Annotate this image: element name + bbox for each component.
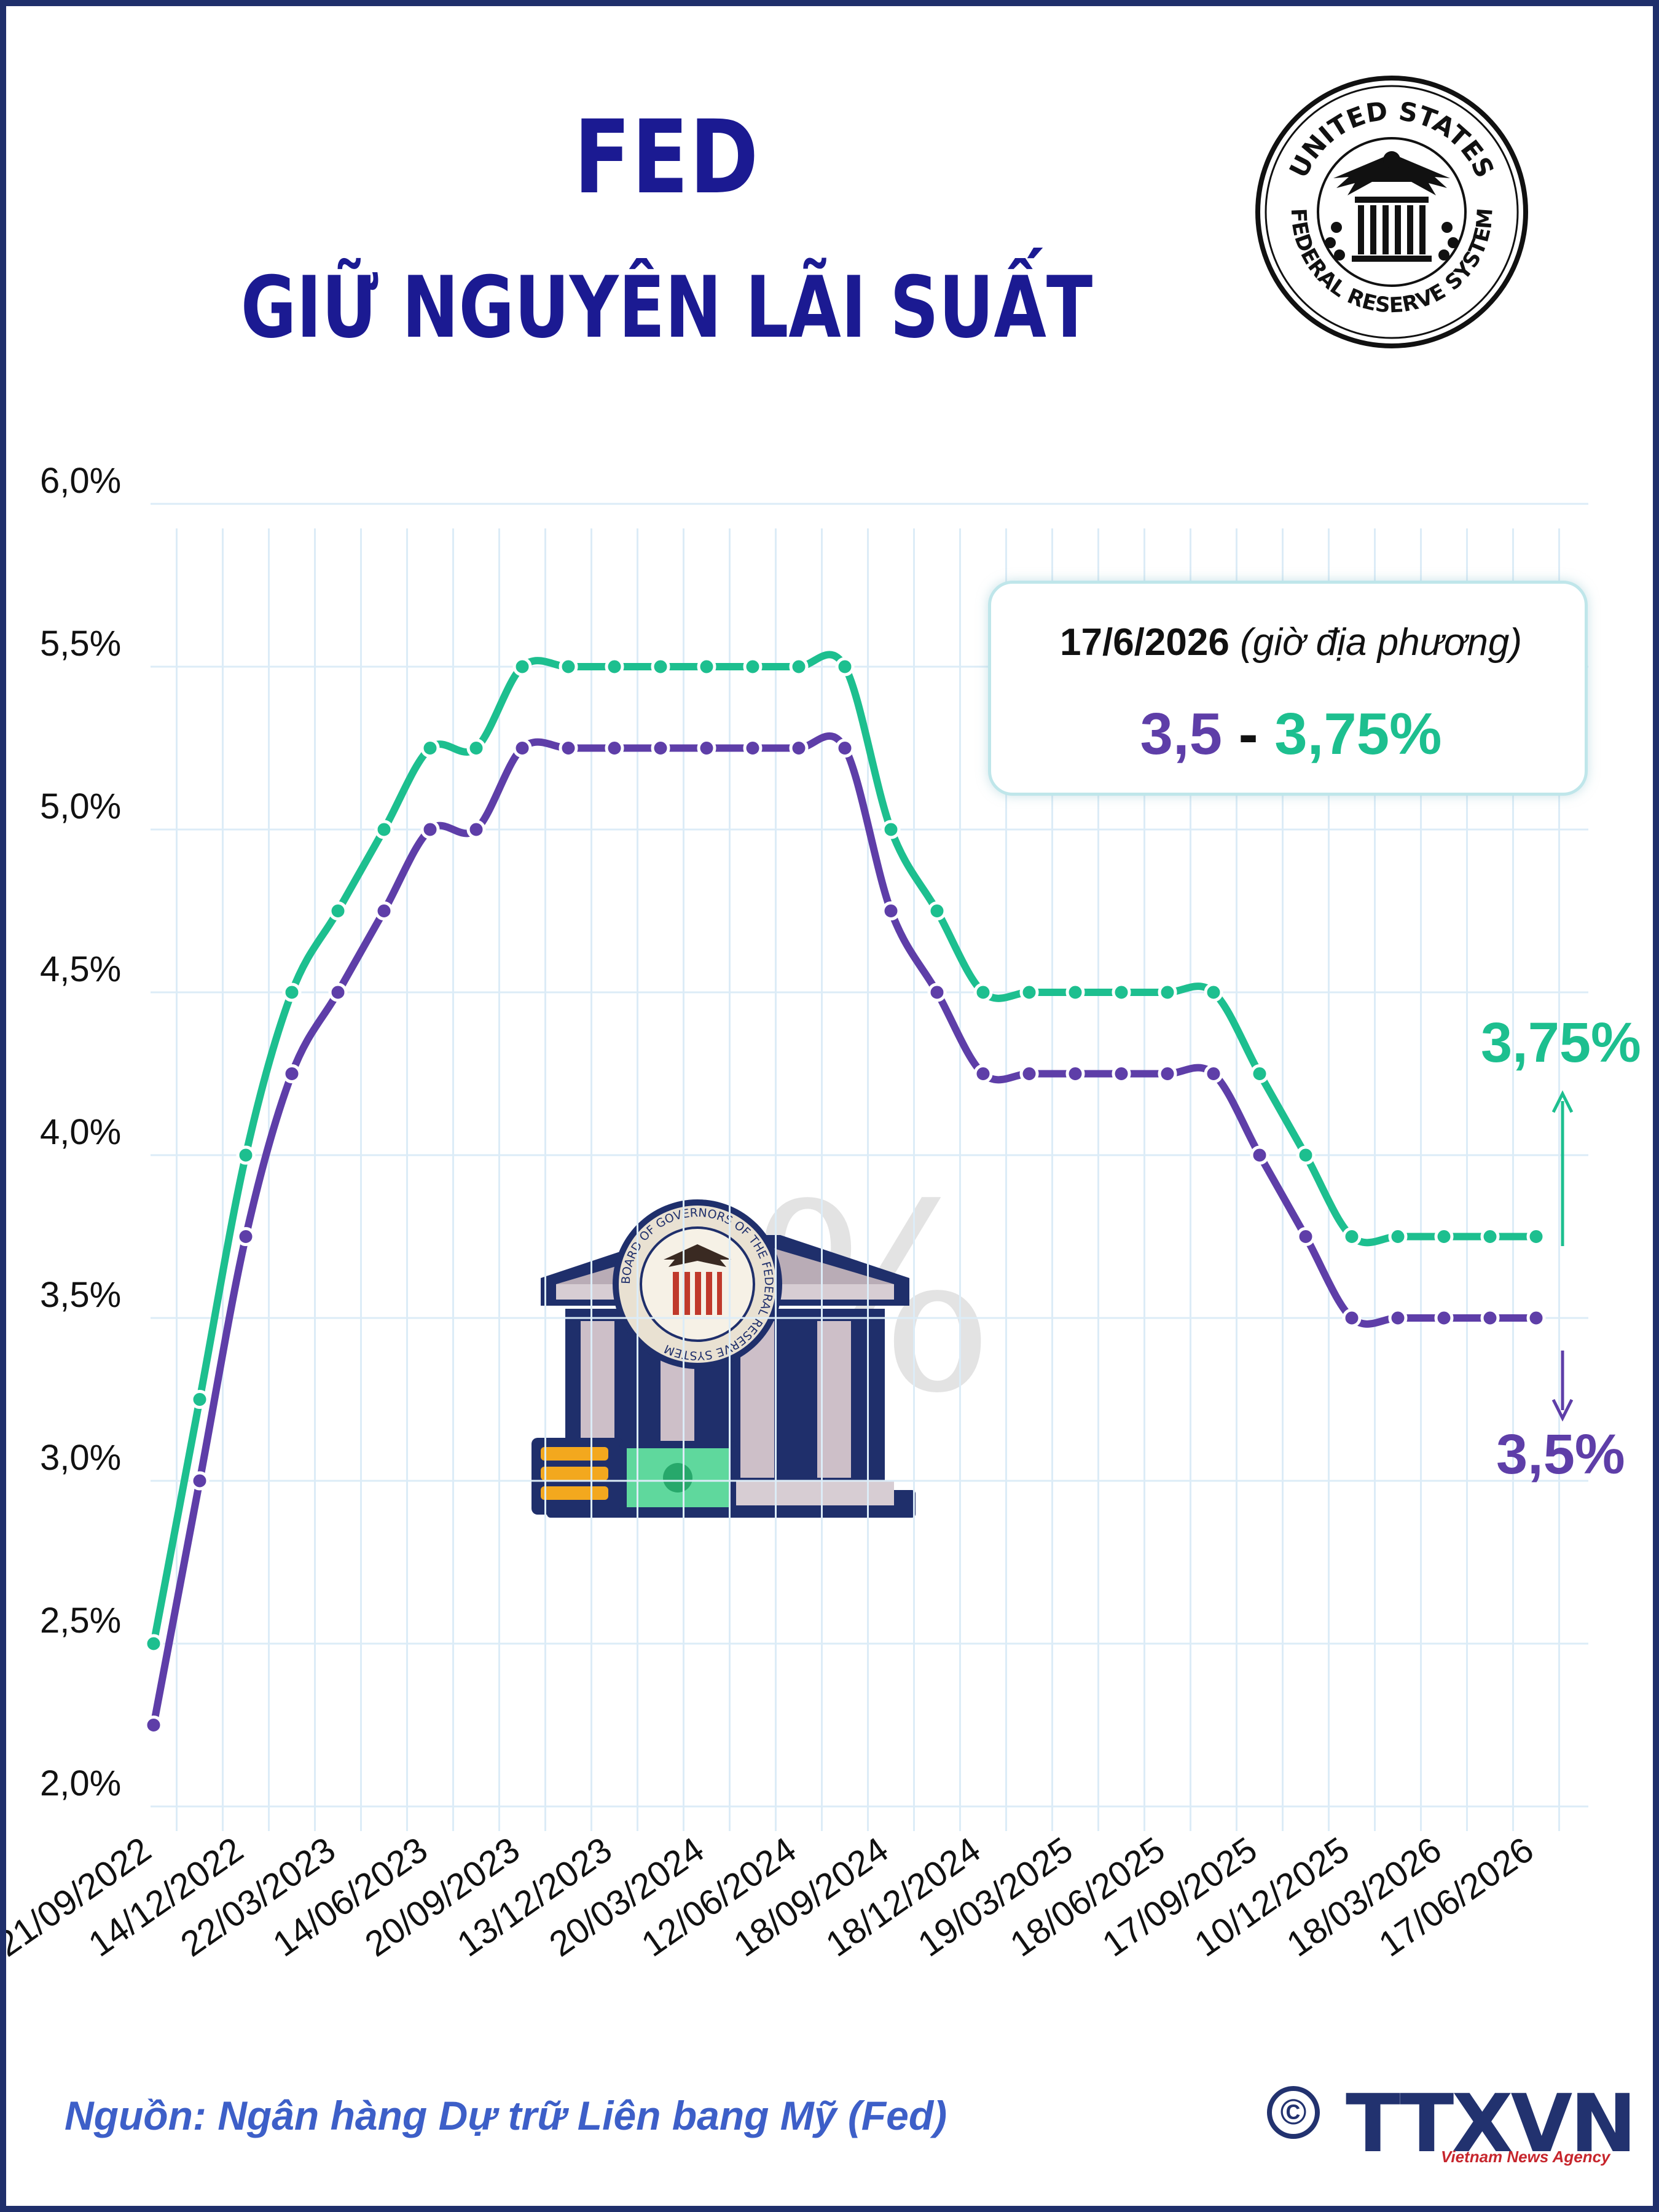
data-point: [835, 739, 855, 758]
data-point: [605, 657, 624, 677]
data-point: [743, 739, 763, 758]
up-arrow-icon: [1551, 1090, 1574, 1113]
data-point: [881, 820, 901, 839]
data-point: [1480, 1227, 1500, 1246]
data-point: [1342, 1308, 1362, 1328]
data-point: [190, 1390, 210, 1409]
annotation-arrows: [1551, 1090, 1574, 1422]
data-point: [466, 739, 486, 758]
data-point: [927, 901, 947, 920]
data-point: [190, 1471, 210, 1491]
y-tick-label: 6,0%: [40, 461, 121, 501]
data-point: [789, 739, 809, 758]
data-point: [789, 657, 809, 677]
current-rate-low: 3,5: [1140, 701, 1222, 767]
data-point: [1388, 1227, 1408, 1246]
data-point: [835, 657, 855, 677]
data-point: [1019, 1064, 1039, 1083]
down-arrow-icon: [1551, 1398, 1574, 1422]
data-point: [466, 820, 486, 839]
ttxvn-logo: TTXVN: [1346, 2077, 1637, 2170]
data-point: [605, 739, 624, 758]
data-point: [559, 739, 578, 758]
data-point: [282, 1064, 302, 1083]
data-point: [1019, 982, 1039, 1002]
data-point: [1112, 982, 1131, 1002]
data-point: [236, 1145, 256, 1165]
x-axis: 21/09/202214/12/202222/03/202314/06/2023…: [6, 1829, 1540, 1964]
ttxvn-logo-subtitle: Vietnam News Agency: [1441, 2147, 1610, 2166]
data-point: [420, 820, 440, 839]
source-note: Nguồn: Ngân hàng Dự trữ Liên bang Mỹ (Fe…: [65, 2093, 947, 2138]
data-point: [1342, 1227, 1362, 1246]
data-point: [651, 657, 670, 677]
data-point: [144, 1634, 163, 1653]
data-point: [328, 901, 348, 920]
y-tick-label: 3,0%: [40, 1438, 121, 1478]
data-point: [651, 739, 670, 758]
y-axis: 2,0% 2,5% 3,0% 3,5% 4,0% 4,5% 5,0% 5,5% 6,0%: [40, 461, 121, 1803]
data-point: [1480, 1308, 1500, 1328]
page-subtitle: GIỮ NGUYÊN LÃI SUẤT: [240, 258, 1093, 357]
data-point: [973, 982, 993, 1002]
chart-series: [144, 651, 1546, 1735]
y-tick-label: 3,5%: [40, 1275, 121, 1315]
current-rate-high: 3,75%: [1274, 701, 1442, 767]
data-point: [236, 1227, 256, 1246]
y-tick-label: 2,5%: [40, 1601, 121, 1641]
y-tick-label: 4,5%: [40, 949, 121, 989]
data-point: [1112, 1064, 1131, 1083]
data-point: [1250, 1145, 1269, 1165]
data-point: [420, 739, 440, 758]
data-point: [881, 901, 901, 920]
y-tick-label: 4,0%: [40, 1112, 121, 1152]
data-point: [1388, 1308, 1408, 1328]
data-point: [973, 1064, 993, 1083]
data-point: [927, 982, 947, 1002]
y-tick-label: 5,0%: [40, 786, 121, 826]
lower-bound-label: 3,5%: [1496, 1423, 1625, 1486]
data-point: [1526, 1308, 1546, 1328]
data-point: [1204, 982, 1223, 1002]
upper-bound-label: 3,75%: [1481, 1011, 1641, 1074]
data-point: [1158, 982, 1177, 1002]
data-point: [697, 739, 716, 758]
data-point: [512, 739, 532, 758]
data-point: [1250, 1064, 1269, 1083]
data-point: [1434, 1227, 1454, 1246]
current-rate-separator: -: [1238, 701, 1258, 767]
current-rate-range: 3,5 - 3,75%: [991, 700, 1591, 768]
current-rate-box: 17/6/2026 (giờ địa phương) 3,5 - 3,75%: [988, 581, 1588, 796]
data-point: [1526, 1227, 1546, 1246]
data-point: [374, 901, 394, 920]
federal-reserve-bank-illustration: % BOARD OF GOVERNORS OF THE FEDERAL RESE…: [531, 1192, 995, 1518]
data-point: [1065, 982, 1085, 1002]
data-point: [282, 982, 302, 1002]
data-point: [144, 1716, 163, 1735]
data-point: [1434, 1308, 1454, 1328]
data-point: [743, 657, 763, 677]
local-time-note: (giờ địa phương): [1240, 621, 1522, 664]
data-point: [1296, 1227, 1316, 1246]
interest-rate-line-chart: 2,0% 2,5% 3,0% 3,5% 4,0% 4,5% 5,0% 5,5% 6,0% 21/…: [6, 461, 1588, 1964]
data-point: [1065, 1064, 1085, 1083]
data-point: [559, 657, 578, 677]
y-tick-label: 5,5%: [40, 624, 121, 664]
data-point: [1204, 1064, 1223, 1083]
y-tick-label: 2,0%: [40, 1763, 121, 1803]
data-point: [697, 657, 716, 677]
copyright-icon: ©: [1267, 2086, 1320, 2139]
page-title: FED: [573, 98, 760, 216]
data-point: [374, 820, 394, 839]
data-point: [1296, 1145, 1316, 1165]
data-point: [1158, 1064, 1177, 1083]
current-rate-date: 17/6/2026: [1060, 621, 1230, 664]
data-point: [328, 982, 348, 1002]
current-rate-date-line: 17/6/2026 (giờ địa phương): [991, 621, 1591, 664]
data-point: [512, 657, 532, 677]
federal-reserve-seal: UNITED STATES FEDERAL RESERVE SYSTEM: [1255, 76, 1528, 348]
